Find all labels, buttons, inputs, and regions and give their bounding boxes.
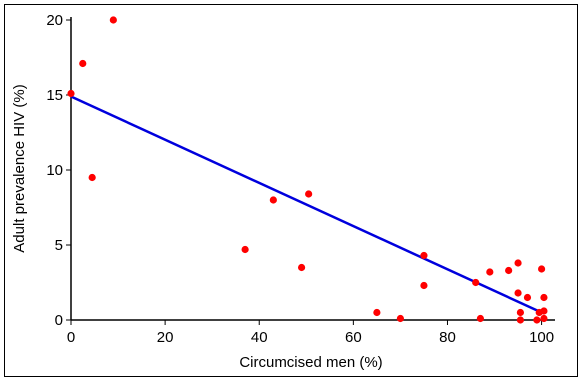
y-axis-title: Adult prevalence HIV (%)	[11, 84, 28, 252]
data-point	[514, 289, 522, 297]
x-axis-title: Circumcised men (%)	[239, 354, 382, 371]
data-point	[67, 89, 75, 98]
data-point	[476, 314, 485, 323]
x-tick-label: 60	[345, 329, 362, 346]
data-point	[533, 316, 541, 324]
data-point	[472, 278, 480, 287]
y-tick-label: 5	[55, 237, 63, 254]
data-point	[537, 265, 546, 273]
y-tick-label: 20	[46, 12, 63, 29]
axes	[70, 17, 555, 321]
data-point	[505, 266, 513, 275]
data-point	[514, 259, 522, 267]
regression-line-group	[70, 95, 543, 314]
y-tick-label: 0	[55, 312, 63, 329]
data-point	[535, 308, 543, 317]
data-point	[241, 245, 249, 254]
data-point	[516, 316, 525, 324]
chart-frame	[4, 4, 578, 377]
data-point	[109, 16, 117, 24]
data-point	[88, 173, 96, 182]
data-points	[67, 16, 548, 324]
x-tick-label: 40	[251, 329, 268, 346]
data-point	[540, 314, 548, 323]
data-point	[516, 308, 525, 317]
data-point	[373, 308, 381, 317]
regression-line	[70, 95, 543, 314]
data-point	[523, 293, 532, 302]
data-point	[305, 190, 313, 198]
data-point	[420, 281, 428, 290]
x-tick-label: 20	[157, 329, 174, 346]
data-point	[540, 293, 548, 302]
x-tick-label: 0	[67, 329, 75, 346]
data-point	[486, 268, 494, 276]
data-point	[269, 196, 277, 204]
ticks: 0 20 40 60 80 100 0 5 10 15 20	[46, 12, 554, 346]
y-tick-label: 10	[46, 162, 63, 179]
x-tick-label: 80	[439, 329, 456, 346]
data-point	[396, 314, 405, 323]
data-point	[297, 263, 306, 272]
x-tick-label: 100	[529, 329, 554, 346]
data-point	[420, 251, 428, 260]
data-point	[79, 59, 87, 68]
y-tick-label: 15	[46, 87, 63, 104]
